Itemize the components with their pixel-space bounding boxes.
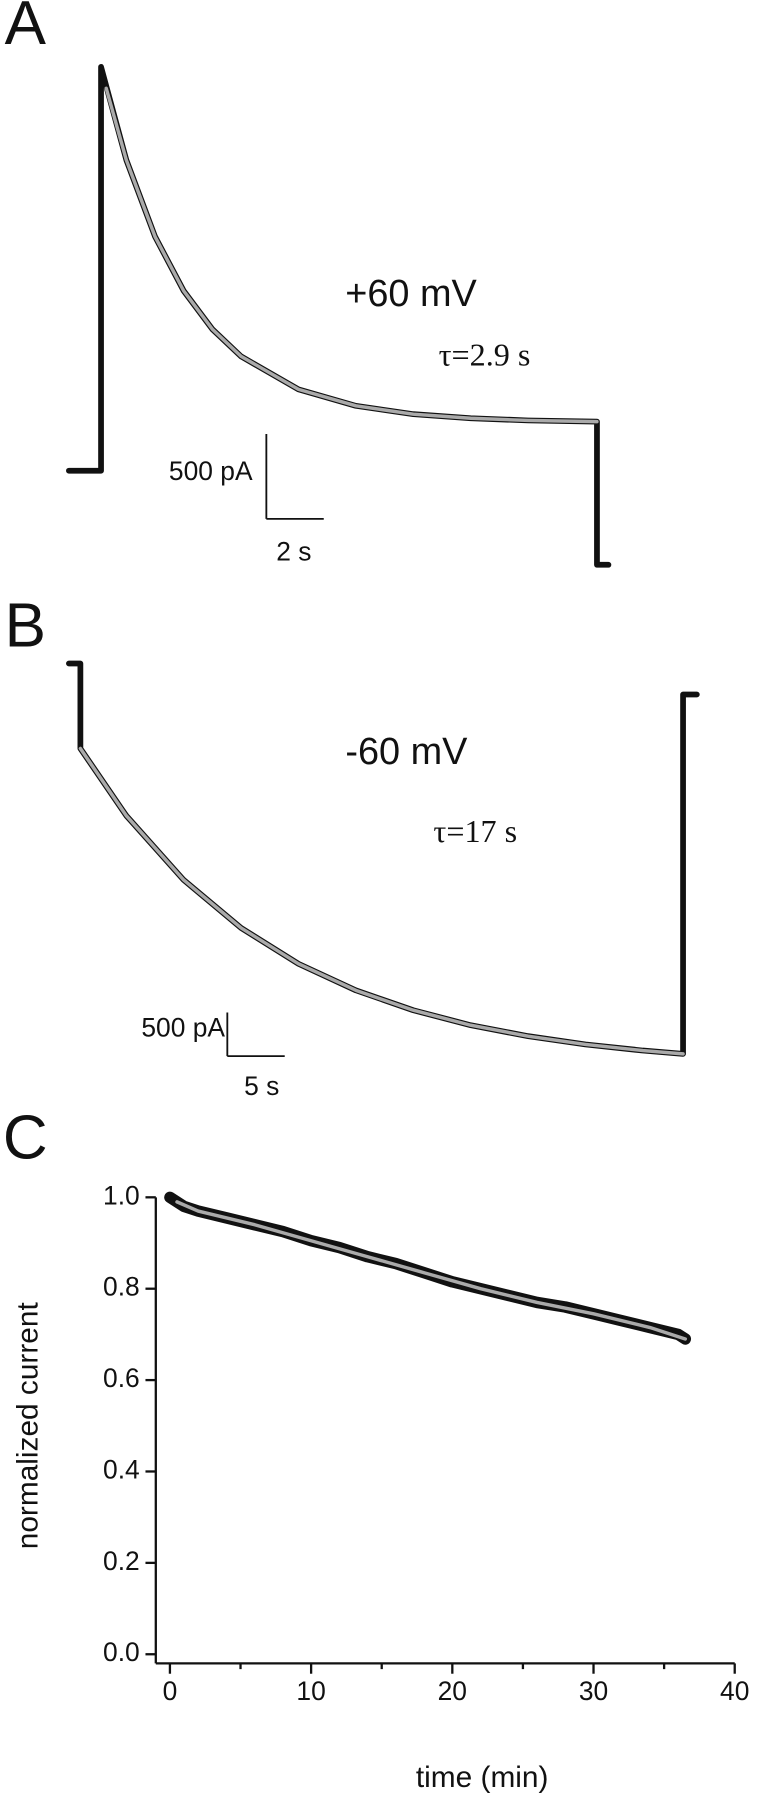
x-tick-label: 20: [438, 1676, 467, 1706]
panel-label: B: [5, 592, 46, 661]
y-tick-label: 0.6: [103, 1363, 140, 1393]
y-tick-label: 0.4: [103, 1454, 140, 1484]
x-tick-label: 0: [163, 1676, 178, 1706]
annotation: τ=17 s: [433, 813, 517, 849]
scale-label: 2 s: [276, 536, 311, 566]
trace: [175, 1200, 688, 1341]
panel-label: A: [5, 0, 47, 58]
trace: [104, 86, 599, 424]
trace: [78, 746, 685, 1056]
scale-label: 500 pA: [169, 456, 253, 486]
y-tick-label: 0.0: [103, 1637, 140, 1667]
y-tick-label: 0.8: [103, 1272, 140, 1302]
annotation: τ=2.9 s: [439, 337, 531, 373]
x-tick-label: 40: [720, 1676, 749, 1706]
y-tick-label: 1.0: [103, 1180, 140, 1210]
trace: [66, 63, 612, 568]
scale-label: 500 pA: [141, 1013, 225, 1043]
y-tick-label: 0.2: [103, 1546, 140, 1576]
x-tick-label: 10: [296, 1676, 325, 1706]
panel-label: C: [3, 1104, 48, 1173]
x-tick-label: 30: [579, 1676, 608, 1706]
x-axis-title: time (min): [416, 1761, 549, 1794]
y-axis-title: normalized current: [12, 1302, 45, 1550]
scale-label: 5 s: [244, 1071, 279, 1101]
annotation: -60 mV: [345, 731, 468, 773]
annotation: +60 mV: [345, 273, 477, 315]
